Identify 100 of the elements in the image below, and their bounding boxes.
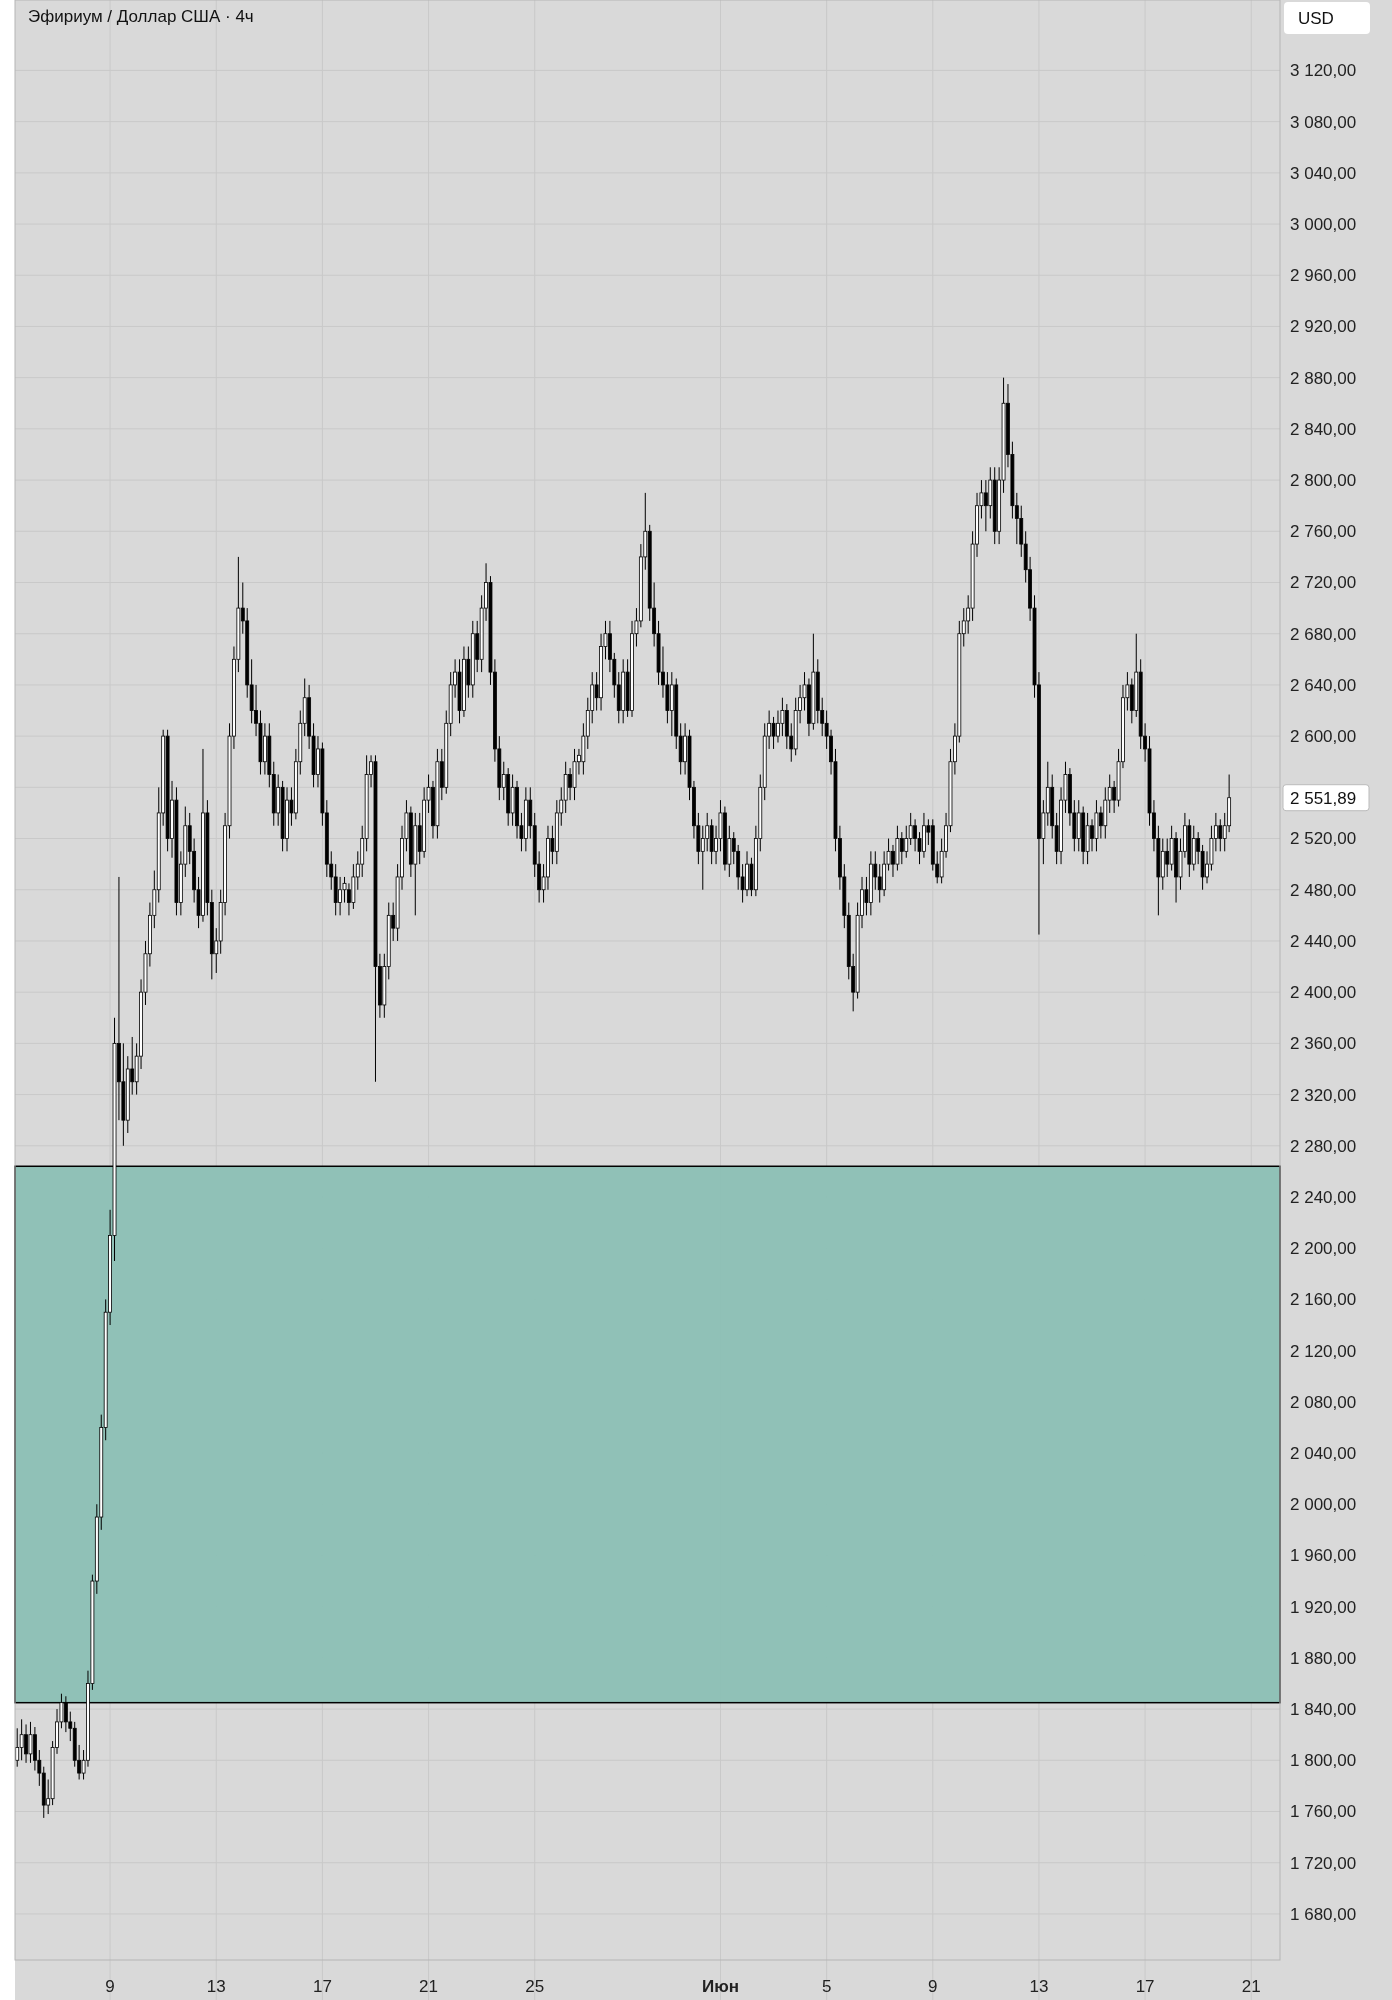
candlestick xyxy=(899,831,904,865)
candlestick xyxy=(554,799,559,865)
y-tick-label: 2 040,00 xyxy=(1290,1443,1357,1463)
candlestick xyxy=(1085,812,1090,865)
y-tick-label: 1 800,00 xyxy=(1290,1751,1357,1771)
candlestick xyxy=(523,786,528,852)
x-tick-label: 13 xyxy=(206,1977,226,1996)
y-tick-label: 3 040,00 xyxy=(1290,163,1357,183)
y-tick-label: 1 960,00 xyxy=(1290,1546,1357,1566)
y-tick-label: 1 760,00 xyxy=(1290,1802,1357,1822)
candlestick xyxy=(1094,799,1099,852)
candlestick xyxy=(413,812,418,916)
y-tick-label: 2 280,00 xyxy=(1290,1136,1357,1156)
candlestick xyxy=(815,658,820,724)
candlestick xyxy=(1076,799,1081,852)
x-tick-label: 21 xyxy=(419,1977,439,1996)
x-tick-label: Июн xyxy=(701,1977,739,1996)
x-tick-label: 17 xyxy=(1135,1977,1155,1996)
y-tick-label: 2 840,00 xyxy=(1290,419,1357,439)
candlestick xyxy=(882,850,887,897)
candlestick xyxy=(669,671,674,737)
candlestick xyxy=(174,786,179,916)
candlestick xyxy=(771,716,776,750)
candlestick xyxy=(470,620,475,699)
candlestick xyxy=(280,780,285,852)
y-tick-label: 2 480,00 xyxy=(1290,880,1357,900)
y-tick-label: 2 200,00 xyxy=(1290,1239,1357,1259)
candlestick xyxy=(19,1718,24,1761)
candlestick xyxy=(563,761,568,814)
candlestick xyxy=(1218,818,1223,852)
candlestick xyxy=(422,786,427,859)
y-tick-label: 2 520,00 xyxy=(1290,829,1357,849)
x-tick-label: 9 xyxy=(105,1977,115,1996)
candlestick xyxy=(351,863,356,910)
y-tick-label: 2 080,00 xyxy=(1290,1392,1357,1412)
candlestick xyxy=(1165,838,1170,878)
y-tick-label: 2 360,00 xyxy=(1290,1034,1357,1054)
x-tick-label: 5 xyxy=(821,1977,832,1996)
y-tick-label: 2 640,00 xyxy=(1290,675,1357,695)
candlestick xyxy=(342,876,347,904)
y-tick-label: 2 160,00 xyxy=(1290,1290,1357,1310)
y-tick-label: 2 000,00 xyxy=(1290,1495,1357,1515)
candlestick xyxy=(572,748,577,801)
candlestick xyxy=(1138,658,1143,750)
x-tick-label: 13 xyxy=(1029,1977,1049,1996)
candlestick xyxy=(510,774,515,827)
candlestick xyxy=(1103,786,1108,840)
y-tick-label: 1 920,00 xyxy=(1290,1597,1357,1617)
candlestick xyxy=(705,812,710,852)
candlestick xyxy=(992,466,997,545)
y-tick-label: 1 680,00 xyxy=(1290,1904,1357,1924)
y-tick-label: 3 080,00 xyxy=(1290,112,1357,132)
y-tick-label: 2 440,00 xyxy=(1290,931,1357,951)
candlestick xyxy=(877,863,882,904)
candlestick xyxy=(983,479,988,532)
candlestick xyxy=(1191,825,1196,872)
y-tick-label: 2 800,00 xyxy=(1290,471,1357,491)
candlestick xyxy=(408,806,413,878)
y-tick-label: 3 000,00 xyxy=(1290,214,1357,234)
chart-title: Эфириум / Доллар США · 4ч xyxy=(28,7,254,26)
y-tick-label: 2 720,00 xyxy=(1290,573,1357,593)
y-tick-label: 2 920,00 xyxy=(1290,317,1357,337)
candlestick xyxy=(258,710,263,776)
x-tick-label: 9 xyxy=(928,1977,938,1996)
y-tick-label: 2 600,00 xyxy=(1290,727,1357,747)
candlestick xyxy=(895,825,900,872)
y-tick-label: 1 840,00 xyxy=(1290,1700,1357,1720)
candlestick xyxy=(811,633,816,731)
candlestick xyxy=(457,658,462,724)
x-tick-label: 17 xyxy=(312,1977,332,1996)
y-tick-label: 2 120,00 xyxy=(1290,1341,1357,1361)
y-tick-label: 1 880,00 xyxy=(1290,1648,1357,1668)
y-tick-label: 3 120,00 xyxy=(1290,61,1357,81)
candlestick xyxy=(1160,838,1165,891)
candlestick xyxy=(868,850,873,916)
candlestick xyxy=(125,1055,130,1134)
candlestick xyxy=(333,863,338,916)
candlestick xyxy=(121,1042,126,1147)
candlestick xyxy=(709,818,714,865)
y-tick-label: 2 400,00 xyxy=(1290,983,1357,1003)
y-tick-label: 2 680,00 xyxy=(1290,624,1357,644)
candlestick xyxy=(621,658,626,724)
candlestick xyxy=(904,825,909,859)
y-tick-label: 2 960,00 xyxy=(1290,266,1357,286)
candlestick xyxy=(784,703,789,750)
candlestick xyxy=(700,825,705,891)
candlestick xyxy=(1187,818,1192,878)
x-tick-label: 21 xyxy=(1241,1977,1261,1996)
y-tick-label: 2 880,00 xyxy=(1290,368,1357,388)
y-tick-label: 2 760,00 xyxy=(1290,522,1357,542)
candlestick xyxy=(373,754,378,1083)
candlestick xyxy=(435,748,440,840)
candlestick xyxy=(506,767,511,827)
candlestick xyxy=(665,671,670,724)
y-tick-label: 2 320,00 xyxy=(1290,1085,1357,1105)
y-tick-label: 2 240,00 xyxy=(1290,1187,1357,1207)
x-tick-label: 25 xyxy=(525,1977,545,1996)
y-axis-title: USD xyxy=(1298,8,1334,28)
candlestick xyxy=(780,697,785,737)
y-tick-label: 1 720,00 xyxy=(1290,1853,1357,1873)
